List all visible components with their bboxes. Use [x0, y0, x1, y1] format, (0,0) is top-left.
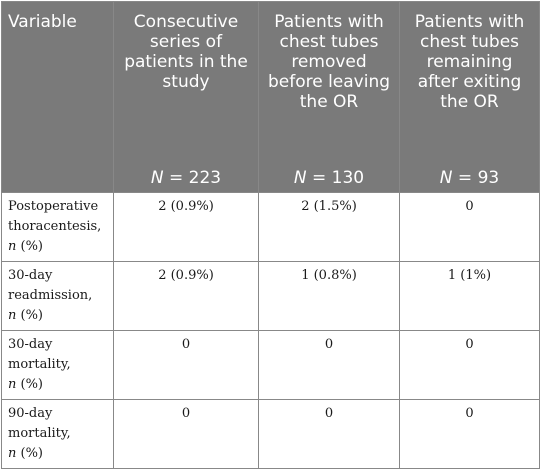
variable-name-line: mortality, — [8, 357, 71, 372]
table-row: 90-day mortality, n (%) 0 0 0 — [1, 399, 540, 469]
header-label: Variable — [8, 12, 77, 32]
value-cell: 0 — [258, 399, 400, 469]
variable-cell: 30-day mortality, n (%) — [1, 330, 114, 400]
unit-label: (%) — [16, 239, 44, 254]
value-cell: 0 — [258, 330, 400, 400]
value-cell: 2 (1.5%) — [258, 192, 400, 262]
table-body: Postoperative thoracentesis, n (%) 2 (0.… — [1, 192, 540, 469]
header-row: Variable Consecutive series of patients … — [1, 1, 540, 193]
value-cell: 2 (0.9%) — [113, 192, 259, 262]
n-value: = 223 — [163, 168, 222, 188]
header-sample-size: N = 93 — [400, 168, 539, 188]
header-label: Patients with chest tubes remaining afte… — [414, 12, 525, 112]
value-cell: 0 — [399, 330, 540, 400]
variable-name-line: mortality, — [8, 426, 71, 441]
n-symbol: N — [150, 168, 164, 188]
n-symbol: n — [8, 446, 17, 461]
header-tubes-remaining: Patients with chest tubes remaining afte… — [399, 1, 540, 193]
value-cell: 2 (0.9%) — [113, 261, 259, 331]
n-value: = 130 — [306, 168, 365, 188]
header-label: Consecutive series of patients in the st… — [124, 12, 248, 92]
header-label: Patients with chest tubes removed before… — [267, 12, 391, 112]
value-cell: 0 — [113, 399, 259, 469]
value-cell: 1 (1%) — [399, 261, 540, 331]
variable-name-line: 90-day — [8, 406, 53, 421]
n-symbol: n — [8, 239, 17, 254]
table-row: 30-day readmission, n (%) 2 (0.9%) 1 (0.… — [1, 261, 540, 331]
unit-label: (%) — [16, 446, 44, 461]
value-cell: 0 — [399, 192, 540, 262]
variable-cell: Postoperative thoracentesis, n (%) — [1, 192, 114, 262]
table-row: Postoperative thoracentesis, n (%) 2 (0.… — [1, 192, 540, 262]
header-tubes-removed: Patients with chest tubes removed before… — [258, 1, 400, 193]
n-symbol: n — [8, 377, 17, 392]
value-cell: 1 (0.8%) — [258, 261, 400, 331]
variable-name-line: 30-day — [8, 268, 53, 283]
variable-cell: 90-day mortality, n (%) — [1, 399, 114, 469]
header-sample-size: N = 223 — [114, 168, 258, 188]
header-variable: Variable — [1, 1, 114, 193]
table-row: 30-day mortality, n (%) 0 0 0 — [1, 330, 540, 400]
header-consecutive-series: Consecutive series of patients in the st… — [113, 1, 259, 193]
value-cell: 0 — [399, 399, 540, 469]
table-header: Variable Consecutive series of patients … — [1, 1, 540, 193]
unit-label: (%) — [16, 377, 44, 392]
value-cell: 0 — [113, 330, 259, 400]
variable-name-line: 30-day — [8, 337, 53, 352]
variable-name-line: thoracentesis, — [8, 219, 102, 234]
n-symbol: n — [8, 308, 17, 323]
variable-cell: 30-day readmission, n (%) — [1, 261, 114, 331]
n-symbol: N — [293, 168, 307, 188]
variable-name-line: Postoperative — [8, 199, 99, 214]
n-symbol: N — [439, 168, 453, 188]
header-sample-size: N = 130 — [259, 168, 399, 188]
unit-label: (%) — [16, 308, 44, 323]
n-value: = 93 — [452, 168, 500, 188]
variable-name-line: readmission, — [8, 288, 93, 303]
